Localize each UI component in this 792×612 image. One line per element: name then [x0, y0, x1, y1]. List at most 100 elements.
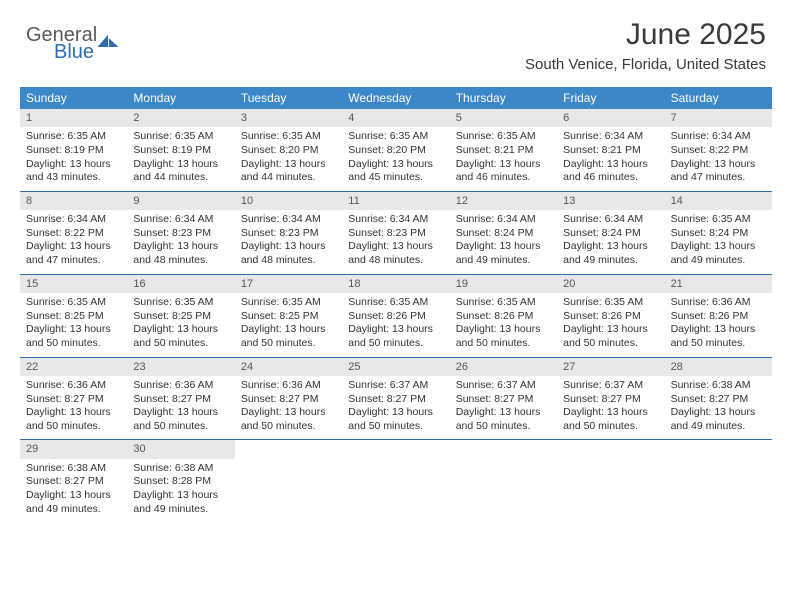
- calendar-cell: 8Sunrise: 6:34 AMSunset: 8:22 PMDaylight…: [20, 192, 127, 274]
- daylight-line: Daylight: 13 hours and 50 minutes.: [456, 323, 551, 350]
- day-number: 28: [665, 358, 772, 376]
- sunset-line: Sunset: 8:25 PM: [26, 310, 121, 324]
- sunrise-line: Sunrise: 6:35 AM: [348, 296, 443, 310]
- daylight-line: Daylight: 13 hours and 46 minutes.: [563, 158, 658, 185]
- dayname-sun: Sunday: [20, 87, 127, 109]
- day-number: 10: [235, 192, 342, 210]
- sunset-line: Sunset: 8:27 PM: [26, 393, 121, 407]
- sunrise-line: Sunrise: 6:35 AM: [26, 296, 121, 310]
- sunset-line: Sunset: 8:22 PM: [671, 144, 766, 158]
- sunset-line: Sunset: 8:22 PM: [26, 227, 121, 241]
- calendar-cell: 5Sunrise: 6:35 AMSunset: 8:21 PMDaylight…: [450, 109, 557, 191]
- dayname-wed: Wednesday: [342, 87, 449, 109]
- dayname-tue: Tuesday: [235, 87, 342, 109]
- daylight-line: Daylight: 13 hours and 43 minutes.: [26, 158, 121, 185]
- daylight-line: Daylight: 13 hours and 50 minutes.: [133, 323, 228, 350]
- dayname-sat: Saturday: [665, 87, 772, 109]
- sunrise-line: Sunrise: 6:35 AM: [133, 296, 228, 310]
- sunrise-line: Sunrise: 6:34 AM: [348, 213, 443, 227]
- daylight-line: Daylight: 13 hours and 50 minutes.: [133, 406, 228, 433]
- sunrise-line: Sunrise: 6:35 AM: [241, 130, 336, 144]
- calendar-cell: [342, 440, 449, 522]
- day-number: 1: [20, 109, 127, 127]
- day-details: Sunrise: 6:35 AMSunset: 8:25 PMDaylight:…: [20, 296, 127, 351]
- calendar: Sunday Monday Tuesday Wednesday Thursday…: [20, 87, 772, 522]
- calendar-cell: 1 Sunrise: 6:35 AMSunset: 8:19 PMDaylight…: [20, 109, 127, 191]
- day-number: 11: [342, 192, 449, 210]
- day-number: 19: [450, 275, 557, 293]
- calendar-cell: [557, 440, 664, 522]
- week-row: 29Sunrise: 6:38 AMSunset: 8:27 PMDayligh…: [20, 440, 772, 522]
- calendar-cell: 26Sunrise: 6:37 AMSunset: 8:27 PMDayligh…: [450, 358, 557, 440]
- sunrise-line: Sunrise: 6:35 AM: [348, 130, 443, 144]
- daylight-line: Daylight: 13 hours and 49 minutes.: [456, 240, 551, 267]
- daylight-line: Daylight: 13 hours and 49 minutes.: [26, 489, 121, 516]
- daylight-line: Daylight: 13 hours and 50 minutes.: [348, 406, 443, 433]
- calendar-cell: 14Sunrise: 6:35 AMSunset: 8:24 PMDayligh…: [665, 192, 772, 274]
- sunrise-line: Sunrise: 6:35 AM: [133, 130, 228, 144]
- day-details: Sunrise: 6:35 AMSunset: 8:25 PMDaylight:…: [235, 296, 342, 351]
- sunset-line: Sunset: 8:27 PM: [133, 393, 228, 407]
- day-number: 13: [557, 192, 664, 210]
- day-details: Sunrise: 6:34 AMSunset: 8:23 PMDaylight:…: [235, 213, 342, 268]
- day-number: 8: [20, 192, 127, 210]
- daylight-line: Daylight: 13 hours and 50 minutes.: [563, 323, 658, 350]
- day-number: 16: [127, 275, 234, 293]
- day-details: Sunrise: 6:37 AMSunset: 8:27 PMDaylight:…: [342, 379, 449, 434]
- sunrise-line: Sunrise: 6:37 AM: [348, 379, 443, 393]
- sunset-line: Sunset: 8:26 PM: [456, 310, 551, 324]
- sunrise-line: Sunrise: 6:35 AM: [563, 296, 658, 310]
- calendar-cell: 3Sunrise: 6:35 AMSunset: 8:20 PMDaylight…: [235, 109, 342, 191]
- day-number: 27: [557, 358, 664, 376]
- sunrise-line: Sunrise: 6:35 AM: [26, 130, 121, 144]
- day-number: 23: [127, 358, 234, 376]
- sunset-line: Sunset: 8:21 PM: [456, 144, 551, 158]
- sunset-line: Sunset: 8:26 PM: [671, 310, 766, 324]
- calendar-cell: 24 Sunrise: 6:36 AMSunset: 8:27 PMDayligh…: [235, 358, 342, 440]
- day-details: Sunrise: 6:35 AMSunset: 8:19 PMDaylight:…: [127, 130, 234, 185]
- calendar-cell: 29Sunrise: 6:38 AMSunset: 8:27 PMDayligh…: [20, 440, 127, 522]
- day-number: 24: [235, 358, 342, 376]
- sunrise-line: Sunrise: 6:34 AM: [26, 213, 121, 227]
- sunset-line: Sunset: 8:21 PM: [563, 144, 658, 158]
- sunrise-line: Sunrise: 6:34 AM: [563, 213, 658, 227]
- sunrise-line: Sunrise: 6:37 AM: [456, 379, 551, 393]
- calendar-cell: 18Sunrise: 6:35 AMSunset: 8:26 PMDayligh…: [342, 275, 449, 357]
- calendar-cell: 19Sunrise: 6:35 AMSunset: 8:26 PMDayligh…: [450, 275, 557, 357]
- day-details: Sunrise: 6:38 AMSunset: 8:27 PMDaylight:…: [20, 462, 127, 517]
- day-number: 20: [557, 275, 664, 293]
- sunset-line: Sunset: 8:27 PM: [26, 475, 121, 489]
- daylight-line: Daylight: 13 hours and 45 minutes.: [348, 158, 443, 185]
- sunrise-line: Sunrise: 6:35 AM: [456, 130, 551, 144]
- sunset-line: Sunset: 8:19 PM: [26, 144, 121, 158]
- day-number: 5: [450, 109, 557, 127]
- day-number: 30: [127, 440, 234, 458]
- sunrise-line: Sunrise: 6:35 AM: [241, 296, 336, 310]
- day-details: Sunrise: 6:35 AMSunset: 8:20 PMDaylight:…: [235, 130, 342, 185]
- sunset-line: Sunset: 8:23 PM: [133, 227, 228, 241]
- daylight-line: Daylight: 13 hours and 49 minutes.: [671, 406, 766, 433]
- day-number: 18: [342, 275, 449, 293]
- calendar-cell: 21Sunrise: 6:36 AMSunset: 8:26 PMDayligh…: [665, 275, 772, 357]
- daylight-line: Daylight: 13 hours and 50 minutes.: [26, 323, 121, 350]
- daylight-line: Daylight: 13 hours and 50 minutes.: [671, 323, 766, 350]
- calendar-cell: [235, 440, 342, 522]
- sunset-line: Sunset: 8:27 PM: [563, 393, 658, 407]
- sunset-line: Sunset: 8:27 PM: [671, 393, 766, 407]
- calendar-cell: [450, 440, 557, 522]
- day-details: Sunrise: 6:36 AMSunset: 8:27 PMDaylight:…: [235, 379, 342, 434]
- day-number: 9: [127, 192, 234, 210]
- daylight-line: Daylight: 13 hours and 48 minutes.: [348, 240, 443, 267]
- daylight-line: Daylight: 13 hours and 49 minutes.: [671, 240, 766, 267]
- logo-text-blue: Blue: [54, 41, 94, 63]
- day-number: 14: [665, 192, 772, 210]
- sunrise-line: Sunrise: 6:36 AM: [26, 379, 121, 393]
- sunset-line: Sunset: 8:24 PM: [671, 227, 766, 241]
- sunset-line: Sunset: 8:24 PM: [456, 227, 551, 241]
- sunrise-line: Sunrise: 6:38 AM: [671, 379, 766, 393]
- sunrise-line: Sunrise: 6:36 AM: [133, 379, 228, 393]
- day-header-row: Sunday Monday Tuesday Wednesday Thursday…: [20, 87, 772, 109]
- daylight-line: Daylight: 13 hours and 50 minutes.: [241, 406, 336, 433]
- sunrise-line: Sunrise: 6:34 AM: [133, 213, 228, 227]
- week-row: 15Sunrise: 6:35 AMSunset: 8:25 PMDayligh…: [20, 275, 772, 358]
